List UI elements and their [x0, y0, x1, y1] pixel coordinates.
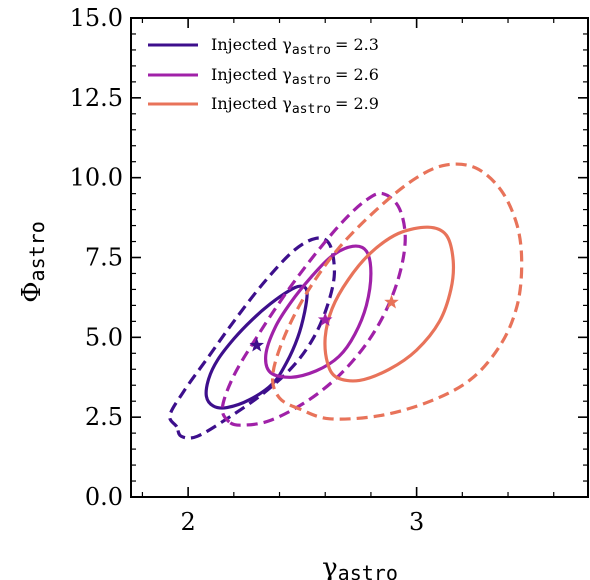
injected-point-marker-0 [249, 337, 264, 352]
y-tick-label: 5.0 [85, 323, 123, 351]
y-tick-label: 10.0 [70, 164, 123, 192]
y-tick-label: 7.5 [85, 244, 123, 272]
legend-entry: Injected γastro = 2.6 [148, 65, 379, 88]
outer-contour-0 [168, 236, 337, 440]
plot-frame [130, 17, 589, 498]
y-axis-label: Φastro [17, 221, 49, 303]
legend-label: Injected γastro = 2.6 [211, 65, 379, 88]
injected-point-marker-1 [317, 312, 333, 326]
y-tick-label: 0.0 [85, 483, 123, 511]
legend-entry: Injected γastro = 2.3 [148, 35, 379, 58]
axes-layer: 0.0 2.5 5.0 7.5 10.0 12.5 15.0 2 3 [70, 4, 588, 536]
x-tick-label: 2 [180, 508, 195, 536]
y-tick-label: 12.5 [70, 84, 123, 112]
inner-contour-0 [204, 284, 309, 410]
legend-label: Injected γastro = 2.9 [211, 94, 379, 117]
outer-contour-2 [270, 162, 524, 421]
legend-entry: Injected γastro = 2.9 [148, 94, 379, 117]
contours-layer [168, 162, 524, 440]
markers-layer [249, 294, 399, 352]
injected-point-marker-2 [384, 294, 399, 309]
legend: Injected γastro = 2.3 Injected γastro = 2.… [148, 35, 379, 117]
inner-contour-1 [264, 244, 373, 379]
legend-label: Injected γastro = 2.3 [211, 35, 379, 58]
y-tick-label: 2.5 [85, 403, 123, 431]
outer-contour-1 [220, 191, 407, 427]
x-axis-label: γastro [322, 553, 398, 580]
x-tick-label: 3 [409, 508, 424, 536]
y-tick-label: 15.0 [70, 4, 123, 32]
